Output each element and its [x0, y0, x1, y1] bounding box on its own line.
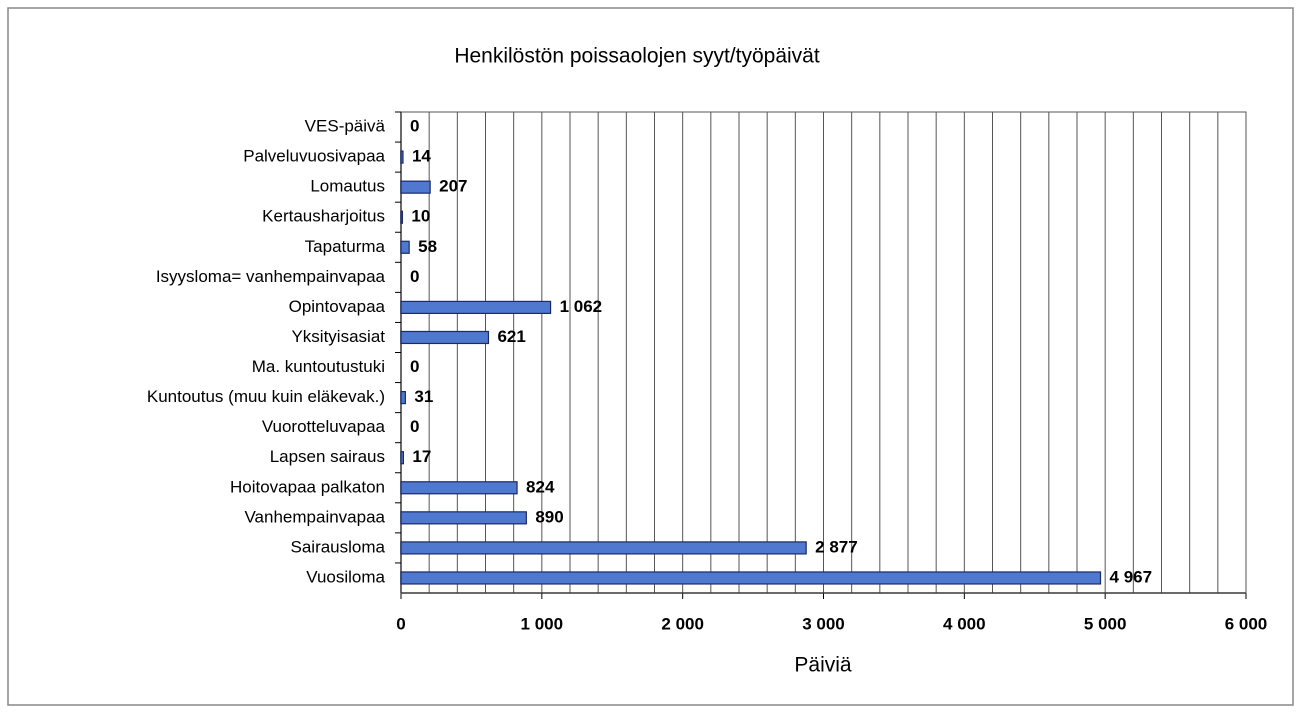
bar [400, 571, 1102, 585]
chart-title: Henkilöstön poissaolojen syyt/työpäivät [454, 45, 820, 68]
value-label: 2 877 [815, 537, 858, 556]
bar [400, 481, 518, 495]
bar [400, 210, 404, 224]
bar [400, 451, 404, 465]
x-axis-label: Päiviä [794, 654, 852, 677]
y-tick-label: Kuntoutus (muu kuin eläkevak.) [147, 387, 385, 406]
y-tick-label: VES-päivä [305, 117, 386, 136]
value-label: 10 [411, 207, 430, 226]
y-tick-label: Vanhempainvapaa [244, 507, 385, 526]
bar [400, 541, 807, 555]
x-tick-label: 5 000 [1084, 614, 1127, 633]
chart-frame [7, 7, 1294, 706]
bar [400, 240, 410, 254]
value-label: 890 [535, 507, 563, 526]
y-tick-label: Lapsen sairaus [270, 447, 385, 466]
value-label: 4 967 [1110, 567, 1153, 586]
value-label: 14 [412, 147, 431, 166]
x-tick-label: 2 000 [661, 614, 704, 633]
y-tick-label: Palveluvuosivapaa [243, 147, 385, 166]
value-label: 31 [414, 387, 433, 406]
bar [400, 300, 552, 315]
value-label: 0 [410, 357, 419, 376]
x-tick-label: 4 000 [943, 614, 986, 633]
value-label: 0 [410, 267, 419, 286]
x-tick-label: 6 000 [1225, 614, 1268, 633]
value-label: 58 [418, 237, 437, 256]
y-tick-label: Tapaturma [305, 237, 386, 256]
y-tick-label: Sairausloma [291, 537, 386, 556]
value-label: 17 [412, 447, 431, 466]
bar [400, 180, 431, 194]
value-label: 824 [526, 477, 555, 496]
x-tick-label: 3 000 [802, 614, 845, 633]
value-label: 1 062 [560, 297, 603, 316]
y-tick-label: Isyysloma= vanhempainvapaa [156, 267, 386, 286]
value-label: 207 [439, 177, 467, 196]
value-label: 621 [497, 327, 525, 346]
y-tick-label: Yksityisasiat [291, 327, 385, 346]
x-tick-label: 1 000 [521, 614, 564, 633]
y-tick-label: Vuosiloma [306, 567, 385, 586]
y-tick-label: Ma. kuntoutustuki [252, 357, 385, 376]
x-tick-label: 0 [396, 614, 405, 633]
y-tick-label: Vuorotteluvapaa [262, 417, 386, 436]
y-tick-label: Opintovapaa [289, 297, 386, 316]
bar [400, 390, 406, 405]
bar [400, 330, 490, 345]
y-tick-label: Hoitovapaa palkaton [230, 477, 385, 496]
bar [400, 150, 404, 164]
value-label: 0 [410, 117, 419, 136]
value-label: 0 [410, 417, 419, 436]
bar [400, 511, 527, 525]
y-tick-label: Lomautus [310, 177, 385, 196]
y-tick-label: Kertausharjoitus [262, 207, 385, 226]
